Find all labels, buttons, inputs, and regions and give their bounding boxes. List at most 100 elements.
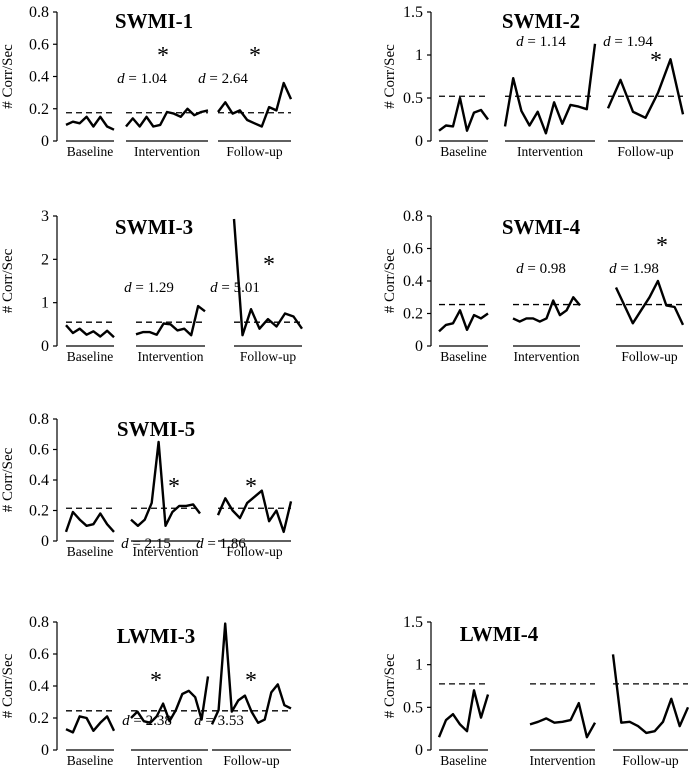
lwmi-4-y-axis-title: # Corr/Sec [382, 653, 398, 718]
lwmi-4-follow-up-series-line [611, 654, 690, 735]
swmi-5-intervention-effect-size: d = 2.15 [121, 536, 171, 552]
swmi-1-y-tick-label: 0.8 [29, 4, 49, 21]
swmi-1-follow-up-significance-star: * [249, 43, 261, 69]
swmi-2-y-axis-title: # Corr/Sec [382, 44, 398, 109]
swmi-5-y-tick-label: 0.4 [29, 472, 49, 489]
lwmi-3-follow-up-phase-label: Follow-up [223, 753, 280, 768]
swmi-2-title: SWMI-2 [502, 9, 580, 33]
swmi-2-follow-up-effect-size: d = 1.94 [603, 34, 653, 50]
lwmi-3-y-tick-label: 0.2 [29, 710, 49, 727]
swmi-4-y-tick-label: 0.2 [403, 306, 423, 323]
swmi-2-intervention-phase-label: Intervention [517, 144, 583, 159]
swmi-1-y-tick-label: 0.4 [29, 69, 49, 86]
swmi-5-follow-up-series-line [216, 489, 293, 534]
swmi-3-y-tick-label: 0 [41, 338, 49, 355]
swmi-3-intervention-phase-label: Intervention [138, 349, 204, 364]
swmi-3-y-tick-label: 1 [41, 295, 49, 312]
swmi-1-y-tick-label: 0 [41, 133, 49, 150]
swmi-5-y-axis-title: # Corr/Sec [0, 447, 16, 512]
lwmi-3-intervention-effect-size: d = 2.38 [122, 713, 172, 729]
swmi-2-baseline-phase-label: Baseline [440, 144, 487, 159]
swmi-4-follow-up-series-line [614, 279, 685, 326]
swmi-4-y-axis-title: # Corr/Sec [382, 248, 398, 313]
swmi-1-follow-up-effect-size: d = 2.64 [198, 71, 248, 87]
lwmi-3-follow-up-series-line [210, 622, 292, 725]
lwmi-3-y-tick-label: 0.6 [29, 646, 49, 663]
swmi-2-y-tick-label: 1.5 [403, 4, 423, 21]
swmi-1-intervention-phase-label: Intervention [134, 144, 200, 159]
swmi-3-follow-up-series-line [232, 218, 303, 337]
lwmi-3-title: LWMI-3 [117, 624, 196, 648]
swmi-3-baseline-series-line [65, 324, 115, 339]
swmi-3-y-tick-label: 3 [41, 208, 49, 225]
lwmi-4-y-tick-label: 1.5 [403, 614, 423, 631]
lwmi-4-intervention-phase-label: Intervention [530, 753, 596, 768]
swmi-3-intervention-effect-size: d = 1.29 [124, 280, 174, 296]
swmi-1-baseline-series-line [65, 115, 115, 131]
swmi-4-intervention-effect-size: d = 0.98 [516, 261, 566, 277]
chart-panel-swmi-2: 0 0.5 1 1.5 # Corr/Sec SWMI-2 Baseline Interven… [382, 4, 685, 159]
swmi-1-y-tick-label: 0.2 [29, 101, 49, 118]
swmi-1-intervention-significance-star: * [157, 43, 169, 69]
swmi-2-follow-up-phase-label: Follow-up [617, 144, 674, 159]
swmi-5-y-tick-label: 0.6 [29, 442, 49, 459]
swmi-5-intervention-phase-label: Intervention [133, 544, 199, 559]
swmi-2-y-tick-label: 1 [415, 47, 423, 64]
swmi-3-y-tick-label: 2 [41, 251, 49, 268]
swmi-3-follow-up-significance-star: * [263, 252, 275, 278]
lwmi-3-intervention-significance-star: * [150, 668, 162, 694]
lwmi-3-follow-up-effect-size: d = 3.53 [194, 713, 244, 729]
swmi-5-intervention-series-line [130, 440, 201, 527]
swmi-2-follow-up-significance-star: * [650, 48, 662, 74]
swmi-3-title: SWMI-3 [115, 215, 193, 239]
swmi-4-follow-up-phase-label: Follow-up [621, 349, 678, 364]
swmi-5-follow-up-effect-size: d = 1.86 [196, 536, 246, 552]
swmi-5-y-tick-label: 0 [41, 533, 49, 550]
swmi-2-intervention-series-line [503, 43, 597, 135]
swmi-5-y-tick-label: 0.8 [29, 411, 49, 428]
swmi-2-baseline-series-line [438, 96, 489, 132]
lwmi-3-baseline-series-line [65, 715, 116, 734]
swmi-3-intervention-series-line [135, 304, 206, 337]
lwmi-4-y-tick-label: 0.5 [403, 699, 423, 716]
lwmi-4-y-tick-label: 0 [415, 742, 423, 759]
lwmi-3-y-tick-label: 0.8 [29, 614, 49, 631]
swmi-4-intervention-series-line [512, 296, 581, 323]
swmi-4-baseline-series-line [438, 309, 489, 333]
swmi-4-baseline-phase-label: Baseline [440, 349, 487, 364]
swmi-4-y-tick-label: 0.6 [403, 241, 423, 258]
swmi-2-intervention-effect-size: d = 1.14 [516, 34, 566, 50]
lwmi-3-intervention-series-line [130, 676, 210, 724]
swmi-4-intervention-phase-label: Intervention [514, 349, 580, 364]
swmi-4-follow-up-significance-star: * [656, 233, 668, 259]
lwmi-4-title: LWMI-4 [460, 622, 539, 646]
lwmi-3-y-tick-label: 0 [41, 742, 49, 759]
swmi-4-follow-up-effect-size: d = 1.98 [609, 261, 659, 277]
lwmi-3-y-tick-label: 0.4 [29, 678, 49, 695]
chart-panel-swmi-1: 0 0.2 0.4 0.6 0.8 # Corr/Sec SWMI-1 Baseline Int… [0, 4, 293, 159]
swmi-2-follow-up-series-line [606, 58, 685, 120]
swmi-1-follow-up-series-line [217, 81, 293, 128]
swmi-3-baseline-phase-label: Baseline [67, 349, 114, 364]
swmi-1-intervention-series-line [125, 107, 209, 128]
lwmi-4-intervention-series-line [529, 701, 597, 739]
swmi-3-follow-up-phase-label: Follow-up [240, 349, 297, 364]
lwmi-3-y-axis-title: # Corr/Sec [0, 653, 16, 718]
swmi-2-y-tick-label: 0 [415, 133, 423, 150]
swmi-5-intervention-significance-star: * [168, 474, 180, 500]
swmi-2-y-tick-label: 0.5 [403, 90, 423, 107]
swmi-5-y-tick-label: 0.2 [29, 503, 49, 520]
lwmi-3-follow-up-significance-star: * [245, 668, 257, 694]
swmi-1-title: SWMI-1 [115, 9, 193, 33]
lwmi-3-intervention-phase-label: Intervention [137, 753, 203, 768]
swmi-5-baseline-series-line [64, 510, 115, 533]
swmi-1-intervention-effect-size: d = 1.04 [117, 71, 167, 87]
chart-panel-swmi-4: 0 0.2 0.4 0.6 0.8 # Corr/Sec SWMI-4 Baseline Int… [382, 208, 685, 364]
swmi-1-y-tick-label: 0.6 [29, 36, 49, 53]
swmi-4-title: SWMI-4 [502, 215, 581, 239]
lwmi-4-y-tick-label: 1 [415, 657, 423, 674]
swmi-3-follow-up-effect-size: d = 5.01 [210, 280, 260, 296]
swmi-5-baseline-phase-label: Baseline [67, 544, 114, 559]
